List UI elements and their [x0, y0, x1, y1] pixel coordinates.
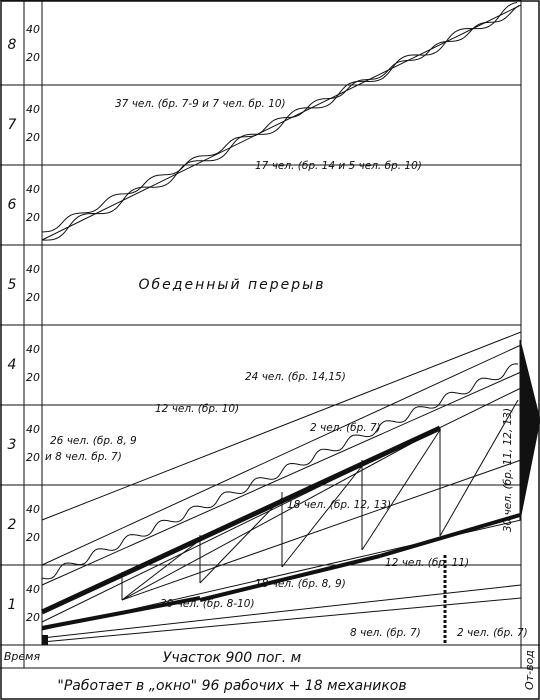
minute-tick-label: 20: [26, 211, 40, 224]
line: [121, 459, 522, 601]
minute-tick-label: 40: [26, 583, 40, 596]
minute-tick-label: 40: [26, 423, 40, 436]
minute-tick-label: 20: [26, 451, 40, 464]
annotation: 30 чел. (бр. 11, 12, 13): [502, 408, 514, 532]
annotation: 2 чел. (бр. 7): [310, 422, 381, 434]
thick-line: [40, 425, 442, 615]
minute-tick-label: 40: [26, 343, 40, 356]
minute-tick-label: 20: [26, 131, 40, 144]
minute-tick-label: 20: [26, 611, 40, 624]
arrow: [121, 539, 201, 601]
thick-line: [41, 596, 201, 630]
hour-label: 8: [8, 37, 17, 53]
footer-label: "Работает в „окно" 96 рабочих + 18 механ…: [57, 678, 406, 694]
arrow: [439, 399, 519, 537]
marker: [42, 635, 48, 645]
annotation: 8 чел. (бр. 7): [350, 627, 421, 639]
work-wave: [41, 2, 518, 241]
minute-tick-label: 40: [26, 23, 40, 36]
hour-label: 7: [8, 117, 17, 133]
minute-tick-label: 40: [26, 503, 40, 516]
break-label: Обеденный перерыв: [139, 277, 326, 293]
thick-line: [379, 513, 521, 558]
arrow: [361, 429, 441, 551]
line: [41, 344, 522, 566]
end-wedge: [519, 339, 540, 521]
minute-tick-label: 40: [26, 263, 40, 276]
hour-label: 4: [8, 357, 17, 373]
annotation: 17 чел. (бр. 14 и 5 чел. бр. 10): [255, 160, 422, 172]
hour-label: 1: [8, 597, 17, 613]
annotation: 12 чел. (бр. 11): [385, 557, 469, 569]
work-wave: [41, 363, 519, 580]
annotation: и 8 чел. бр. 7): [45, 451, 122, 463]
annotation: 26 чел. (бр. 8, 9: [50, 435, 137, 447]
time-label: Время: [4, 650, 41, 663]
line: [121, 427, 441, 601]
annotation: 2 чел. (бр. 7): [457, 627, 528, 639]
annotation: 18 чел. (бр. 12, 13): [287, 499, 391, 511]
line: [41, 331, 522, 521]
arrow: [199, 497, 283, 584]
hour-label: 2: [8, 517, 17, 533]
arrow: [281, 465, 363, 568]
thick-line: [199, 554, 381, 602]
hour-label: 5: [8, 277, 17, 293]
minute-tick-label: 40: [26, 183, 40, 196]
minute-tick-label: 20: [26, 531, 40, 544]
line: [41, 584, 522, 639]
minute-tick-label: 20: [26, 51, 40, 64]
annotation: 12 чел. (бр. 10): [155, 403, 239, 415]
annotation: 24 чел. (бр. 14,15): [245, 371, 346, 383]
hour-label: 3: [8, 437, 17, 453]
minute-tick-label: 20: [26, 371, 40, 384]
line: [41, 597, 522, 643]
side-label: От-вод: [523, 650, 536, 690]
line: [41, 4, 522, 241]
annotation: 37 чел. (бр. 7-9 и 7 чел. бр. 10): [115, 98, 286, 110]
work-wave: [41, 5, 520, 233]
minute-tick-label: 40: [26, 103, 40, 116]
line: [41, 371, 522, 586]
minute-tick-label: 20: [26, 291, 40, 304]
section-label: Участок 900 пог. м: [163, 650, 302, 666]
hour-label: 6: [8, 197, 17, 213]
